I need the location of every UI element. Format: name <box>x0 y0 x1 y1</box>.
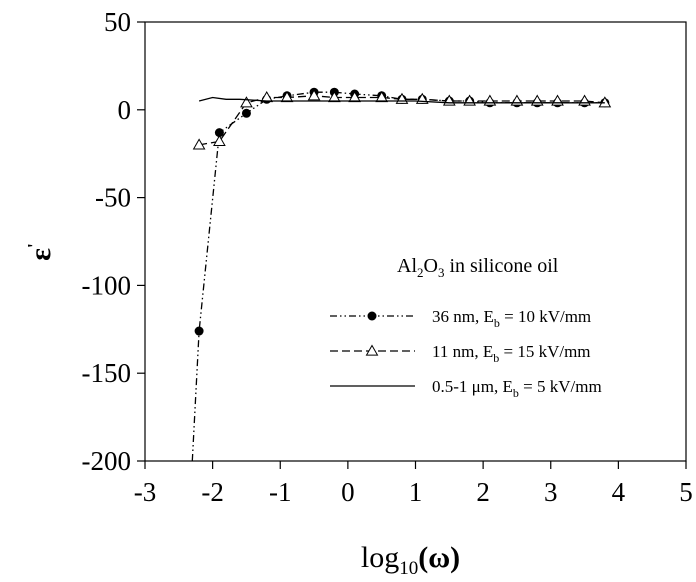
legend-label-part: 0.5-1 μm, E <box>432 377 513 396</box>
series-2-point <box>307 89 321 101</box>
x-tick-label: 4 <box>612 477 626 507</box>
series-2-point <box>213 134 226 147</box>
x-tick-label: -3 <box>134 477 157 507</box>
x-tick-value: 2 <box>476 477 490 507</box>
legend-label-part: = 15 kV/mm <box>499 342 590 361</box>
legend-title-part: in silicone oil <box>444 255 558 277</box>
y-tick-label: -150 <box>82 358 132 388</box>
legend-title-part: O <box>424 255 438 277</box>
series-2-point <box>598 96 612 108</box>
x-tick-value: 4 <box>612 477 626 507</box>
series-3-line <box>198 96 605 104</box>
x-tick-label: 1 <box>409 477 423 507</box>
legend-marker <box>367 311 377 321</box>
legend-label-subscript: b <box>494 316 500 330</box>
y-axis-title-symbol: ε <box>24 248 57 261</box>
x-tick-value: 1 <box>409 477 423 507</box>
y-tick-label: 50 <box>104 7 131 37</box>
legend-label: 0.5-1 μm, Eb = 5 kV/mm <box>432 377 602 400</box>
legend-label-part: = 10 kV/mm <box>500 307 591 326</box>
plot-area <box>191 87 612 461</box>
x-tick-value: -1 <box>269 477 292 507</box>
x-tick-label: -1 <box>269 477 292 507</box>
y-tick-value: -200 <box>82 446 132 476</box>
y-tick-label: 0 <box>118 95 132 125</box>
legend-label-part: 11 nm, E <box>432 342 493 361</box>
legend-entry-3: 0.5-1 μm, Eb = 5 kV/mm <box>330 377 602 400</box>
x-tick-label: 3 <box>544 477 558 507</box>
legend-label-part: = 5 kV/mm <box>519 377 602 396</box>
legend-title-subscript: 3 <box>438 265 445 280</box>
y-axis-title-prime: ' <box>24 243 44 248</box>
legend-title: Al2O3 in silicone oil <box>397 255 559 280</box>
series-1-point <box>241 108 251 118</box>
legend-entry-1: 36 nm, Eb = 10 kV/mm <box>330 307 591 330</box>
x-tick-label: 0 <box>341 477 355 507</box>
y-tick-value: 50 <box>104 7 131 37</box>
x-tick-value: -3 <box>134 477 157 507</box>
legend-marker <box>365 344 379 356</box>
y-tick-label: -50 <box>95 183 131 213</box>
x-axis-title-base: log <box>361 541 399 574</box>
x-tick-label: -2 <box>201 477 224 507</box>
legend-entry-2: 11 nm, Eb = 15 kV/mm <box>330 342 591 365</box>
x-tick-value: 5 <box>679 477 693 507</box>
y-tick-value: -50 <box>95 183 131 213</box>
series-2-point <box>192 138 206 150</box>
x-tick-label: 5 <box>679 477 693 507</box>
x-axis-title-subscript: 10 <box>399 558 418 579</box>
legend-label: 36 nm, Eb = 10 kV/mm <box>432 307 591 330</box>
y-tick-label: -200 <box>82 446 132 476</box>
legend-label-subscript: b <box>513 386 519 400</box>
x-axis-title-arg: (ω) <box>418 541 460 574</box>
x-tick-value: -2 <box>201 477 224 507</box>
y-tick-value: 0 <box>118 95 132 125</box>
y-tick-value: -100 <box>82 270 132 300</box>
legend-label-part: 36 nm, E <box>432 307 494 326</box>
series-3 <box>198 96 605 104</box>
legend-label-subscript: b <box>493 351 499 365</box>
x-tick-value: 3 <box>544 477 558 507</box>
y-axis-title: ε' <box>24 243 57 261</box>
x-tick-value: 0 <box>341 477 355 507</box>
y-tick-label: -100 <box>82 270 132 300</box>
x-axis-title: log10(ω) <box>361 541 460 579</box>
series-1-point <box>214 128 224 138</box>
y-tick-value: -150 <box>82 358 132 388</box>
series-1-point <box>194 326 204 336</box>
legend-title-part: Al <box>397 255 417 277</box>
series-2-point <box>240 96 253 108</box>
legend-title-subscript: 2 <box>417 265 424 280</box>
x-tick-label: 2 <box>476 477 490 507</box>
legend-label: 11 nm, Eb = 15 kV/mm <box>432 342 591 365</box>
